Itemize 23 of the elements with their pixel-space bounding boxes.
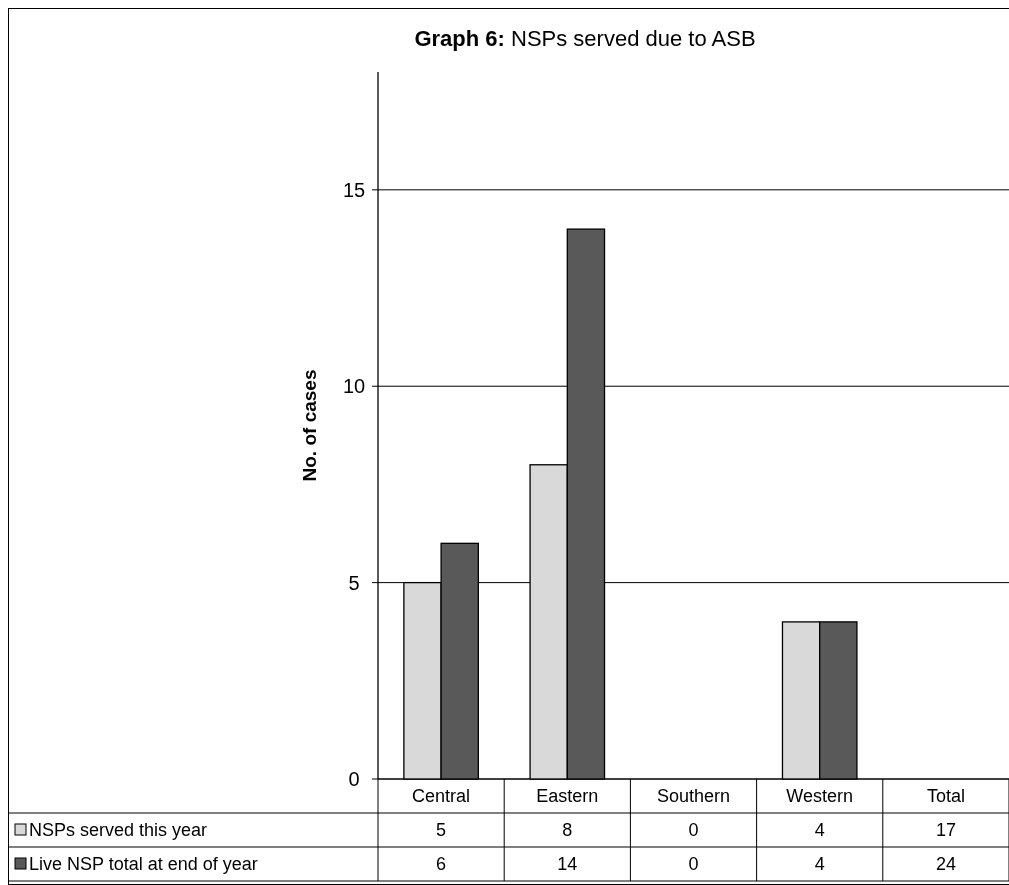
data-label: 0 [688,820,699,841]
legend-label: NSPs served this year [29,820,208,841]
data-label: 8 [562,820,573,841]
x-tick-label: Total [926,786,965,807]
y-tick-label: 0 [348,768,360,790]
data-label: 14 [557,854,578,875]
data-label: 4 [814,854,825,875]
text: 24 [935,854,956,875]
y-tick-label: 10 [342,375,366,398]
y-axis-title: No. of cases [299,369,320,482]
data-label: 4 [814,820,825,841]
x-tick-label: Central [412,786,471,807]
y-tick-label: 5 [348,571,360,594]
data-label: 0 [688,854,699,875]
x-tick-label: Eastern [536,786,599,807]
chart-title: Graph 6: NSPs served due to ASB [414,26,756,51]
legend-label: Live NSP total at end of year [29,854,258,875]
data-label: 6 [436,854,447,875]
data-label: 5 [436,820,447,841]
text: 17 [935,820,956,841]
y-tick-label: 15 [342,178,366,201]
x-tick-label: Southern [656,786,731,807]
x-tick-label: Western [786,786,854,807]
